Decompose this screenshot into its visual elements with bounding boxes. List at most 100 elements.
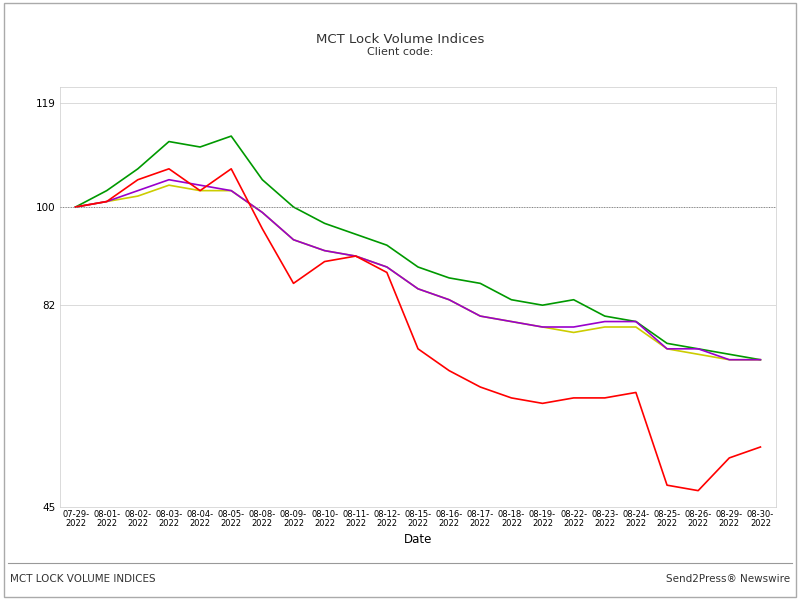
Rate/Term — [694, 487, 703, 494]
Purchase — [133, 187, 142, 194]
Cash Out — [538, 302, 547, 309]
Cash Out — [320, 220, 330, 227]
Total — [413, 285, 422, 292]
Purchase — [164, 176, 174, 184]
Rate/Term — [756, 443, 766, 451]
Purchase — [444, 296, 454, 304]
Cash Out — [351, 230, 361, 238]
Line: Purchase: Purchase — [75, 180, 761, 360]
Rate/Term — [70, 203, 80, 211]
Rate/Term — [725, 454, 734, 461]
Total — [631, 323, 641, 331]
Cash Out — [475, 280, 485, 287]
Purchase — [351, 253, 361, 260]
Text: MCT Lock Volume Indices: MCT Lock Volume Indices — [316, 33, 484, 46]
Total — [725, 356, 734, 364]
Cash Out — [756, 356, 766, 364]
Purchase — [102, 198, 111, 205]
Purchase — [475, 313, 485, 320]
Cash Out — [444, 274, 454, 281]
Cash Out — [413, 263, 422, 271]
Rate/Term — [102, 198, 111, 205]
Purchase — [569, 323, 578, 331]
Rate/Term — [538, 400, 547, 407]
Rate/Term — [382, 269, 392, 276]
Cash Out — [70, 203, 80, 211]
Rate/Term — [413, 345, 422, 352]
Total — [258, 209, 267, 216]
Rate/Term — [289, 280, 298, 287]
Total — [475, 313, 485, 320]
Purchase — [694, 345, 703, 352]
Cash Out — [195, 143, 205, 151]
Cash Out — [600, 313, 610, 320]
Rate/Term — [662, 482, 672, 489]
Rate/Term — [631, 389, 641, 396]
Total — [351, 253, 361, 260]
Total — [320, 247, 330, 254]
Total — [756, 356, 766, 364]
Text: MCT LOCK VOLUME INDICES: MCT LOCK VOLUME INDICES — [10, 574, 155, 584]
Purchase — [289, 236, 298, 244]
Rate/Term — [351, 253, 361, 260]
Rate/Term — [258, 225, 267, 232]
Purchase — [413, 285, 422, 292]
Purchase — [506, 318, 516, 325]
Total — [289, 236, 298, 244]
Cash Out — [258, 176, 267, 184]
Total — [133, 193, 142, 200]
Text: Client code:: Client code: — [367, 47, 433, 57]
Total — [164, 182, 174, 189]
Cash Out — [662, 340, 672, 347]
Cash Out — [569, 296, 578, 304]
Purchase — [70, 203, 80, 211]
Purchase — [226, 187, 236, 194]
Cash Out — [506, 296, 516, 304]
Purchase — [631, 318, 641, 325]
Total — [600, 323, 610, 331]
Purchase — [662, 345, 672, 352]
Rate/Term — [444, 367, 454, 374]
Total — [506, 318, 516, 325]
Rate/Term — [195, 187, 205, 194]
Rate/Term — [600, 394, 610, 401]
X-axis label: Date: Date — [404, 533, 432, 545]
Purchase — [320, 247, 330, 254]
Cash Out — [289, 203, 298, 211]
Total — [195, 187, 205, 194]
Total — [538, 323, 547, 331]
Total — [694, 350, 703, 358]
Text: Send2Press® Newswire: Send2Press® Newswire — [666, 574, 790, 584]
Purchase — [382, 263, 392, 271]
Purchase — [258, 209, 267, 216]
Cash Out — [631, 318, 641, 325]
Total — [662, 345, 672, 352]
Rate/Term — [320, 258, 330, 265]
Rate/Term — [133, 176, 142, 184]
Rate/Term — [475, 383, 485, 391]
Total — [102, 198, 111, 205]
Total — [444, 296, 454, 304]
Cash Out — [226, 133, 236, 140]
Purchase — [600, 318, 610, 325]
Rate/Term — [506, 394, 516, 401]
Cash Out — [382, 242, 392, 249]
Total — [70, 203, 80, 211]
Rate/Term — [226, 165, 236, 172]
Total — [226, 187, 236, 194]
Purchase — [725, 356, 734, 364]
Purchase — [195, 182, 205, 189]
Line: Total: Total — [75, 185, 761, 360]
Cash Out — [725, 350, 734, 358]
Cash Out — [102, 187, 111, 194]
Line: Rate/Term: Rate/Term — [75, 169, 761, 491]
Cash Out — [694, 345, 703, 352]
Line: Cash Out: Cash Out — [75, 136, 761, 360]
Cash Out — [164, 138, 174, 145]
Rate/Term — [164, 165, 174, 172]
Purchase — [538, 323, 547, 331]
Rate/Term — [569, 394, 578, 401]
Purchase — [756, 356, 766, 364]
Total — [382, 263, 392, 271]
Total — [569, 329, 578, 336]
